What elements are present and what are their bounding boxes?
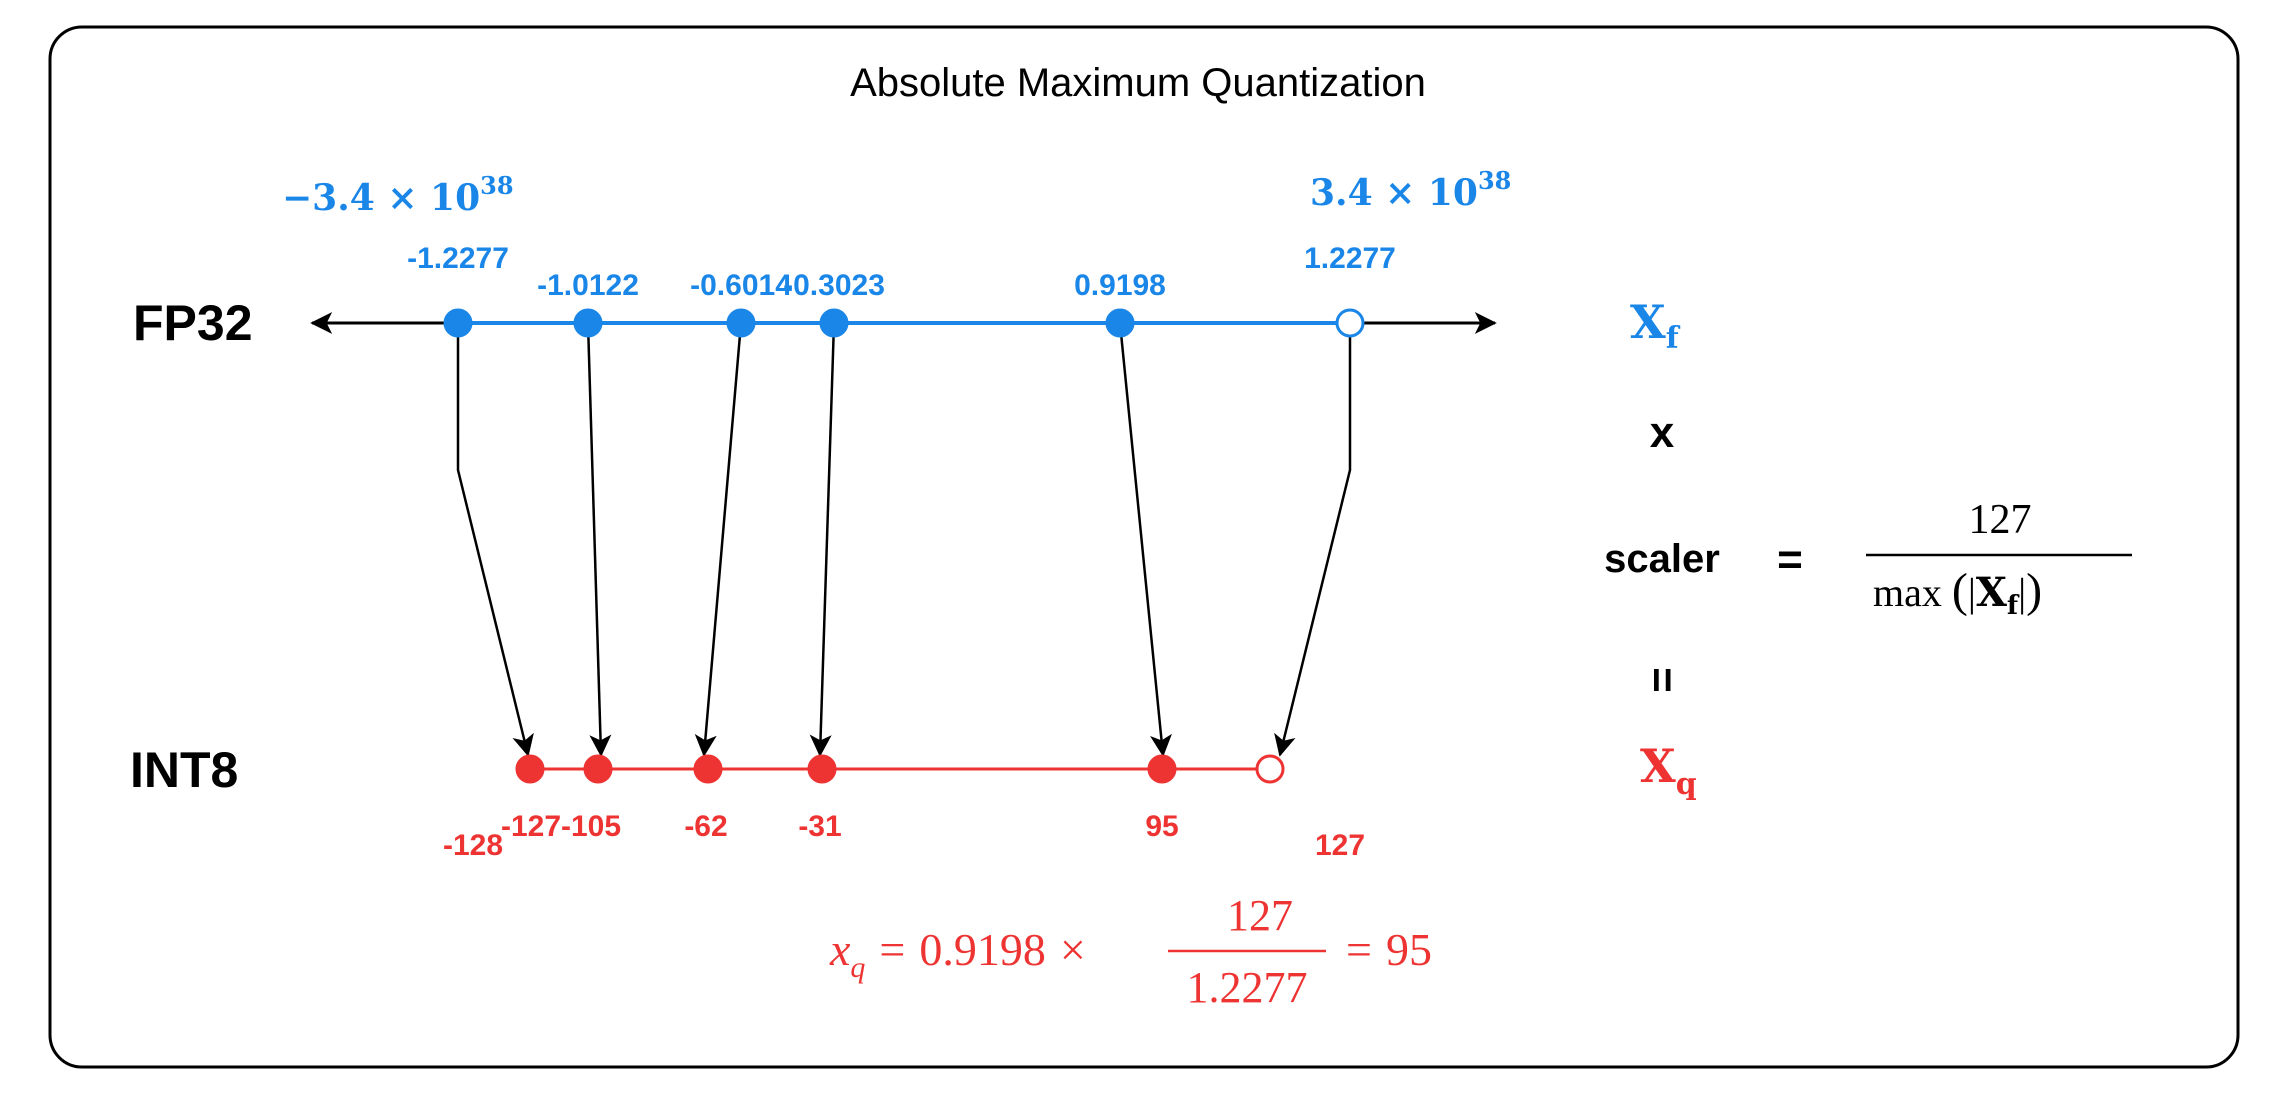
int8-point-neg-128 xyxy=(515,754,545,784)
mapping-arrow-neg-0-3023 xyxy=(809,322,836,757)
fp32-point-neg-1-0122 xyxy=(573,308,603,338)
int8-point-127 xyxy=(1255,754,1285,784)
int8-point-neg-105 xyxy=(583,754,613,784)
int8-point-label-neg-62: -62 xyxy=(684,810,727,843)
mapping-arrows xyxy=(456,322,1352,757)
diagram-title: Absolute Maximum Quantization xyxy=(850,61,1426,105)
fp32-row-label: FP32 xyxy=(133,295,253,351)
fp32-min-range-exponent: 38 xyxy=(480,171,513,200)
fp32-point-label-1-2277: 1.2277 xyxy=(1304,242,1396,275)
fp32-point-label-0-9198: 0.9198 xyxy=(1074,269,1166,302)
fp32-point-neg-1-2277 xyxy=(443,308,473,338)
example-formula: xq = 0.9198 × 127 1.2277 = 95 xyxy=(829,891,1432,1012)
scaler-equals: = xyxy=(1777,535,1803,584)
xq-symbol: Xq xyxy=(1640,739,1697,802)
int8-points: -128-127 -105 -62 -31 95 127 xyxy=(443,754,1365,862)
fp32-max-range-exponent: 38 xyxy=(1478,166,1511,195)
mapping-arrow-neg-0-6014 xyxy=(694,322,743,757)
scaler-label: scaler xyxy=(1604,537,1720,581)
fp32-max-range-label: 3.4 × 1038 xyxy=(1310,166,1511,214)
fp32-min-range-label: −3.4 × 1038 xyxy=(282,171,514,219)
fp32-point-label-neg-1-0122: -1.0122 xyxy=(537,269,639,302)
fp32-point-label-neg-1-2277: -1.2277 xyxy=(407,242,509,275)
diagram-frame xyxy=(48,25,2240,1069)
mapping-arrow-0-9198 xyxy=(1118,322,1172,757)
example-denominator: 1.2277 xyxy=(1187,963,1308,1012)
fp32-points: -1.2277 -1.0122 -0.6014-0.3023 0.9198 1.2277 xyxy=(407,242,1396,338)
example-rhs: = 95 xyxy=(1346,924,1432,975)
int8-point-95 xyxy=(1147,754,1177,784)
xf-symbol: Xf xyxy=(1630,295,1681,356)
int8-point-label-95: 95 xyxy=(1145,810,1178,843)
int8-point-neg-31 xyxy=(807,754,837,784)
scaler-numerator: 127 xyxy=(1969,497,2032,543)
example-lhs: xq = 0.9198 × xyxy=(829,924,1086,984)
int8-point-neg-62 xyxy=(693,754,723,784)
fp32-point-label-neg-0-6014: -0.6014 xyxy=(690,269,792,302)
mapping-arrow-1-2277 xyxy=(1274,323,1352,757)
int8-row-label: INT8 xyxy=(130,742,238,798)
fp32-point-neg-0-3023 xyxy=(819,308,849,338)
int8-point-label-neg-31: -31 xyxy=(798,810,841,843)
int8-point-label-neg-127: -127 xyxy=(501,810,561,843)
fp32-point-1-2277 xyxy=(1335,308,1365,338)
fp32-point-label-neg-0-3023: -0.3023 xyxy=(783,269,885,302)
fp32-point-neg-0-6014 xyxy=(726,308,756,338)
result-equals: = xyxy=(1638,667,1687,693)
times-symbol: x xyxy=(1650,408,1675,457)
fp32-point-0-9198 xyxy=(1105,308,1135,338)
mapping-arrow-neg-1-0122 xyxy=(586,322,612,757)
scaler-denominator: max (|Xf|) xyxy=(1873,564,2042,621)
int8-point-label-neg-105: -105 xyxy=(561,810,621,843)
example-numerator: 127 xyxy=(1227,891,1293,940)
int8-point-label-neg-128: -128 xyxy=(443,829,503,862)
int8-point-label-127: 127 xyxy=(1315,829,1365,862)
mapping-arrow-neg-1-2277 xyxy=(456,323,534,757)
